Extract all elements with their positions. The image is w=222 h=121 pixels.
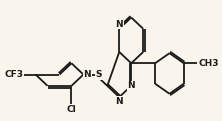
Text: N: N bbox=[115, 20, 123, 29]
Text: N: N bbox=[115, 97, 123, 106]
Text: Cl: Cl bbox=[67, 105, 76, 114]
Text: N: N bbox=[127, 81, 135, 90]
Text: CH3: CH3 bbox=[198, 59, 219, 68]
Text: S: S bbox=[95, 70, 102, 79]
Text: N: N bbox=[83, 70, 91, 79]
Text: CF3: CF3 bbox=[5, 70, 24, 79]
